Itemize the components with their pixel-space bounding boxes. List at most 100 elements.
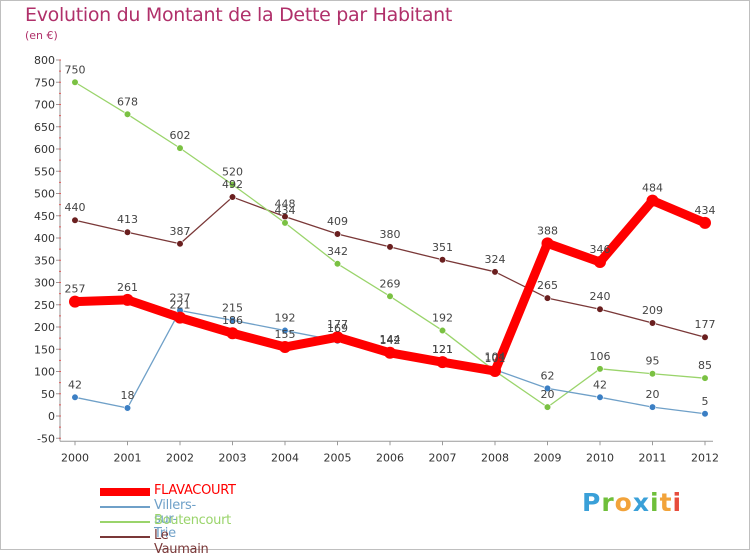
data-label: 20 xyxy=(646,388,660,401)
data-label: 106 xyxy=(590,350,611,363)
x-tick-label: 2001 xyxy=(114,451,142,464)
data-point xyxy=(121,293,134,306)
data-label: 142 xyxy=(380,334,401,347)
logo-letter: i xyxy=(650,488,660,517)
data-label: 257 xyxy=(65,283,86,296)
proxiti-logo: Proxiti xyxy=(582,488,682,517)
x-tick-label: 2012 xyxy=(691,451,719,464)
logo-letter: t xyxy=(659,488,673,517)
data-point xyxy=(174,311,186,324)
data-label: 387 xyxy=(170,225,191,238)
data-labels: 257 2612211861551771421211013883464844344… xyxy=(65,63,716,408)
data-label: 144 xyxy=(380,333,401,346)
legend-label: Villers-sur-Trie xyxy=(154,498,196,541)
y-tick-label: 350 xyxy=(34,254,55,267)
data-label: 240 xyxy=(590,290,611,303)
data-label: 346 xyxy=(590,243,611,256)
logo-letter: r xyxy=(601,488,615,517)
y-tick-label: 600 xyxy=(34,143,55,156)
data-label: 121 xyxy=(432,343,453,356)
data-label: 484 xyxy=(642,182,663,195)
data-point xyxy=(228,193,237,201)
data-label: 121 xyxy=(432,343,453,356)
chart-title: Evolution du Montant de la Dette par Hab… xyxy=(25,4,453,26)
data-label: 192 xyxy=(432,312,453,325)
data-label: 42 xyxy=(593,378,607,391)
data-label: 169 xyxy=(327,322,348,335)
y-tick-label: 800 xyxy=(34,54,55,67)
data-point xyxy=(71,216,79,224)
data-label: 434 xyxy=(275,204,296,217)
data-label: 388 xyxy=(537,224,558,237)
legend-label: FLAVACOURT xyxy=(154,483,236,498)
data-point xyxy=(543,294,552,302)
x-tick-label: 2004 xyxy=(271,451,299,464)
data-label: 215 xyxy=(222,301,243,314)
series-layer xyxy=(69,78,711,418)
y-tick-label: 300 xyxy=(34,277,55,290)
data-point xyxy=(701,374,709,382)
data-point xyxy=(123,110,132,118)
data-point xyxy=(176,240,184,248)
data-label: 413 xyxy=(117,213,138,226)
data-label: 434 xyxy=(695,204,716,217)
data-label: 261 xyxy=(117,281,138,294)
x-tick-label: 2003 xyxy=(219,451,247,464)
data-label: 265 xyxy=(537,279,558,292)
logo-letter: o xyxy=(614,488,633,517)
y-tick-label: 200 xyxy=(34,321,55,334)
x-tick-label: 2005 xyxy=(324,451,352,464)
data-point xyxy=(648,403,657,411)
data-point xyxy=(228,181,237,189)
y-tick-label: 500 xyxy=(34,188,55,201)
data-label: 42 xyxy=(68,378,82,391)
y-tick-label: 150 xyxy=(34,343,55,356)
data-label: 192 xyxy=(275,312,296,325)
data-point xyxy=(333,230,342,238)
data-label: 101 xyxy=(485,352,506,365)
data-label: 448 xyxy=(275,198,296,211)
x-tick-label: 2011 xyxy=(639,451,667,464)
data-point xyxy=(71,78,79,86)
axes: -50 0 50 100 150 200 250 300 350 400 450 500 550 600 6… xyxy=(34,54,719,464)
data-label: 20 xyxy=(541,388,555,401)
logo-letter: x xyxy=(632,488,650,517)
data-point xyxy=(384,346,396,359)
y-tick-label: -50 xyxy=(37,432,55,445)
data-point xyxy=(228,316,237,324)
series-line-villers-sur-trie xyxy=(74,309,706,415)
data-point xyxy=(438,256,447,264)
x-tick-label: 2006 xyxy=(376,451,404,464)
logo-letter: P xyxy=(582,488,602,517)
data-point xyxy=(701,333,709,341)
legend-swatch xyxy=(100,506,150,508)
data-point xyxy=(491,268,499,276)
y-tick-label: 50 xyxy=(41,388,55,401)
data-point xyxy=(281,219,289,227)
data-label: 520 xyxy=(222,166,243,179)
y-tick-label: 550 xyxy=(34,165,55,178)
logo-letter: i xyxy=(672,488,683,517)
data-label: 269 xyxy=(380,277,401,290)
data-point xyxy=(701,410,709,418)
y-tick-label: 400 xyxy=(34,232,55,245)
data-label: 351 xyxy=(432,241,453,254)
y-tick-label: 700 xyxy=(34,99,55,112)
data-label: 409 xyxy=(327,215,348,228)
legend-swatch xyxy=(100,521,150,523)
x-tick-label: 2002 xyxy=(166,451,194,464)
data-point xyxy=(438,326,447,335)
data-point xyxy=(69,295,81,308)
data-label: 85 xyxy=(698,359,712,372)
x-tick-label: 2010 xyxy=(586,451,614,464)
data-point xyxy=(436,356,449,369)
legend-label: Le Vaumain xyxy=(154,528,209,557)
data-label: 95 xyxy=(646,355,660,368)
data-point xyxy=(489,365,501,378)
data-point xyxy=(71,393,79,401)
data-point xyxy=(176,144,184,152)
data-point xyxy=(596,305,604,313)
x-tick-label: 2009 xyxy=(534,451,562,464)
